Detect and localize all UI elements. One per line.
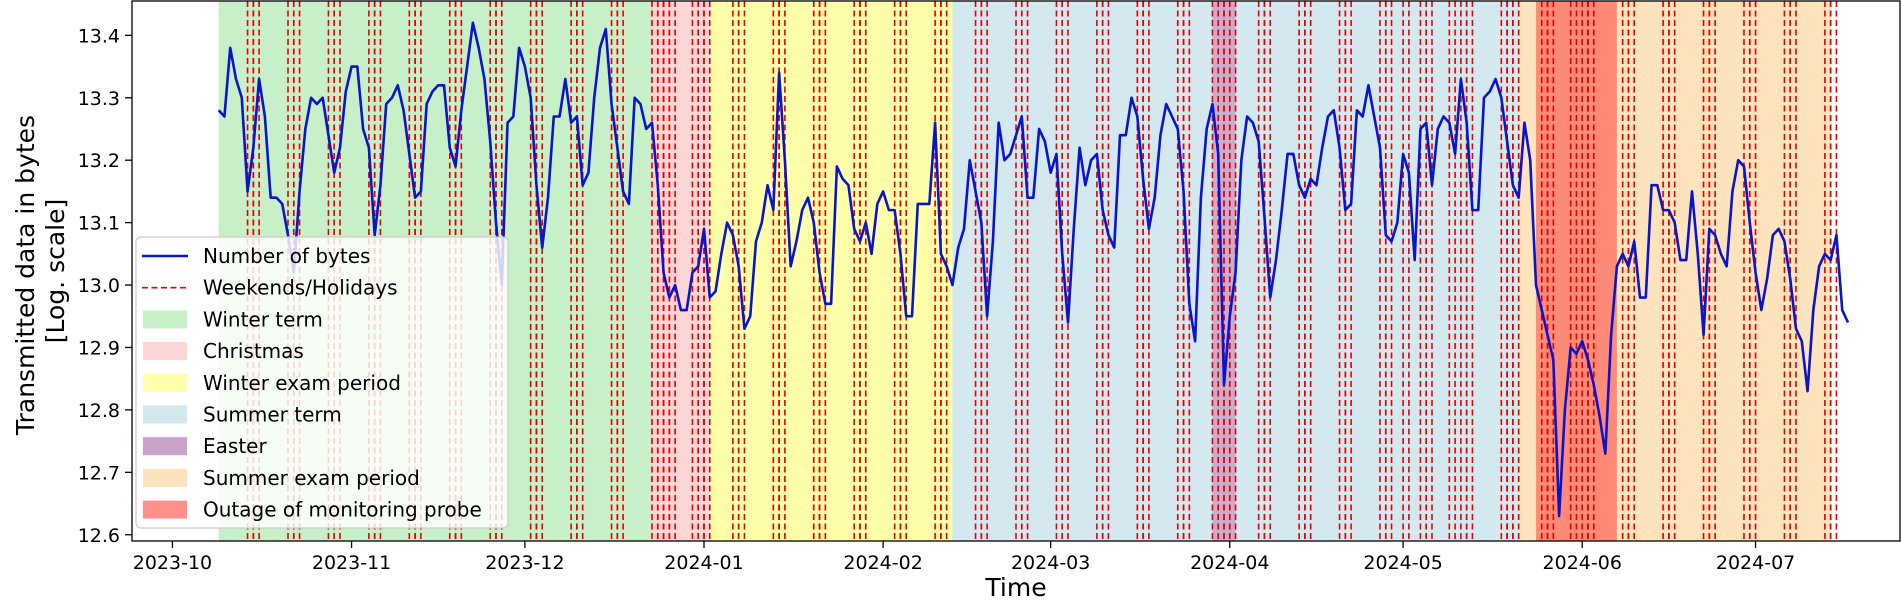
legend-label-summer-term: Summer term [203,403,342,427]
band-winter-exam-period [709,1,953,541]
x-tick-label: 2023-10 [133,552,212,574]
series-layer [217,21,1850,518]
y-tick-label: 13.4 [78,25,120,47]
y-tick-label: 13.0 [78,275,120,297]
x-axis: 2023-10 2023-11 2023-12 2024-01 2024-02 2024-… [133,541,1795,574]
y-tick-label: 12.7 [78,462,120,484]
x-tick-label: 2024-01 [664,552,743,574]
y-tick-label: 13.3 [78,88,120,110]
x-tick-label: 2024-05 [1363,552,1442,574]
y-tick-label: 13.1 [78,213,120,235]
x-tick-label: 2024-04 [1190,552,1269,574]
legend-label-winter-term: Winter term [203,307,323,331]
band-christmas [652,1,710,541]
legend-swatch-easter [143,437,187,456]
x-tick-label: 2023-12 [485,552,564,574]
legend-label-christmas: Christmas [203,339,304,363]
y-axis-title-line-2: [Log. scale] [41,199,70,343]
x-tick-label: 2024-06 [1543,552,1622,574]
plot-frame [131,0,1901,542]
y-axis-title: Transmitted data in bytes [Log. scale] [11,107,70,436]
y-axis: 12.6 12.7 12.8 12.9 13.0 13.1 13.2 13.3 13.4 [78,25,132,547]
y-axis-title-line-1: Transmitted data in bytes [11,115,40,436]
legend-label-weekends-holidays: Weekends/Holidays [203,276,398,300]
legend-swatch-christmas [143,342,187,361]
legend-swatch-summer-term [143,405,187,424]
legend-box [135,236,509,529]
x-tick-label: 2024-02 [843,552,922,574]
x-tick-label: 2023-11 [312,552,391,574]
legend-label-summer-exam-period: Summer exam period [203,466,420,490]
y-tick-label: 12.8 [78,400,120,422]
legend-label-number-of-bytes: Number of bytes [203,244,370,268]
x-tick-label: 2024-03 [1011,552,1090,574]
y-tick-label: 12.9 [78,337,120,359]
legend-label-easter: Easter [203,434,267,458]
x-axis-title: Time [984,573,1046,601]
y-tick-label: 13.2 [78,150,120,172]
legend-swatch-winter-exam-period [143,373,187,392]
series-line-number-of-bytes [217,21,1850,518]
legend-label-winter-exam-period: Winter exam period [203,371,401,395]
legend-swatch-winter-term [143,310,187,329]
legend-label-outage-of-monitoring-probe: Outage of monitoring probe [203,498,482,522]
legend-swatch-outage-of-monitoring-probe [143,500,187,519]
y-tick-label: 12.6 [78,525,120,547]
legend: Number of bytes Weekends/Holidays Winter t… [135,236,509,529]
legend-swatch-summer-exam-period [143,468,187,487]
x-tick-label: 2024-07 [1716,552,1795,574]
